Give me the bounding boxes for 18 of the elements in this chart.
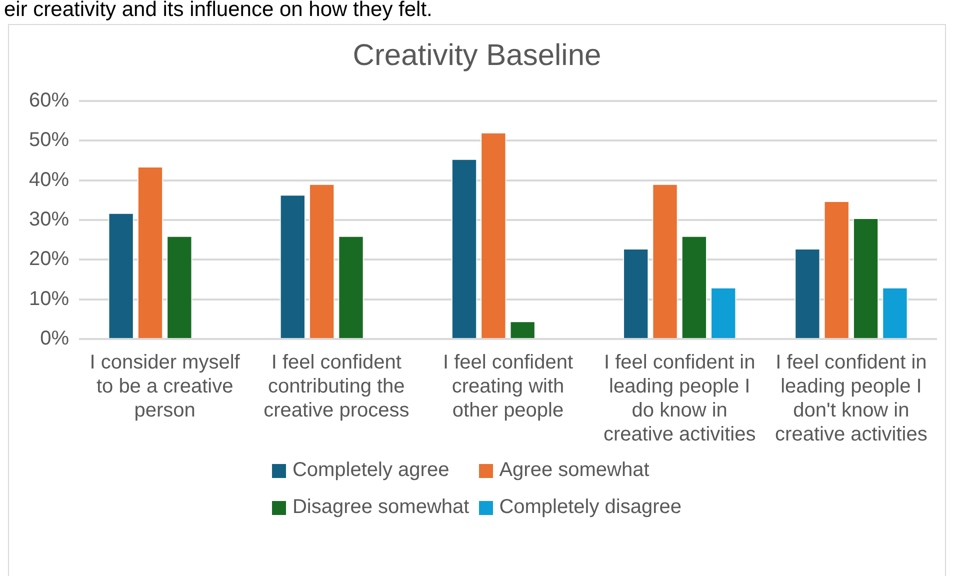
x-tick-label: I feel confident in leading people I do know in creative activities [603, 352, 756, 446]
x-tick-label: I feel confident creating with other people [442, 352, 574, 422]
y-tick-label: 60% [29, 90, 70, 112]
legend-label: Completely agree [292, 459, 450, 482]
y-tick-label: 0% [40, 328, 70, 350]
x-tick-label: I feel confident contributing the creative process [264, 352, 410, 422]
legend-label: Completely disagree [499, 496, 682, 519]
legend-label: Agree somewhat [499, 459, 650, 482]
x-tick-label: I feel confident in leading people I don't know in creative activities [775, 352, 928, 446]
chart-title: Creativity Baseline [352, 39, 602, 74]
y-tick-label: 40% [29, 168, 70, 191]
y-tick-label: 30% [29, 208, 70, 231]
legend-label: Disagree somewhat [292, 496, 470, 519]
text: eir creativity and its influence on how they felt. [3, 0, 434, 22]
y-tick-label: 50% [29, 129, 70, 152]
y-tick-label: 20% [29, 248, 70, 270]
x-tick-label: I consider myself to be a creative person [90, 352, 240, 422]
y-tick-label: 10% [29, 288, 70, 310]
